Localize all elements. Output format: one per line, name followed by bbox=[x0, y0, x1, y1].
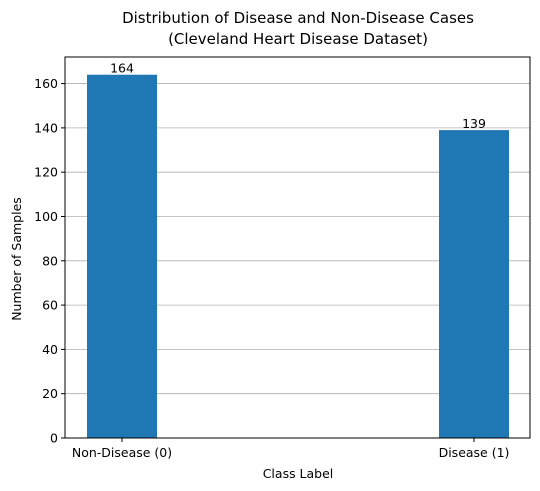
data-labels: 164 139 bbox=[110, 61, 486, 131]
data-label-0: 164 bbox=[110, 61, 134, 76]
y-tick-label: 60 bbox=[42, 298, 58, 313]
x-axis-ticks: Non-Disease (0) Disease (1) bbox=[72, 438, 510, 460]
chart-title-line-2: (Cleveland Heart Disease Dataset) bbox=[168, 30, 428, 48]
y-axis-label: Number of Samples bbox=[9, 197, 24, 321]
x-tick-label: Disease (1) bbox=[439, 445, 510, 460]
x-axis-label: Class Label bbox=[263, 466, 334, 481]
y-tick-label: 120 bbox=[34, 165, 58, 180]
y-tick-label: 160 bbox=[34, 76, 58, 91]
bars bbox=[87, 74, 509, 439]
y-tick-label: 20 bbox=[42, 386, 58, 401]
y-tick-label: 140 bbox=[34, 120, 58, 135]
y-tick-label: 40 bbox=[42, 342, 58, 357]
bar-1 bbox=[439, 130, 509, 439]
y-tick-label: 100 bbox=[34, 209, 58, 224]
y-tick-label: 80 bbox=[42, 253, 58, 268]
y-tick-label: 0 bbox=[50, 431, 58, 446]
chart-title-line-1: Distribution of Disease and Non-Disease … bbox=[122, 9, 474, 27]
x-tick-label: Non-Disease (0) bbox=[72, 445, 172, 460]
bar-0 bbox=[87, 74, 157, 438]
data-label-1: 139 bbox=[462, 116, 486, 131]
y-axis-ticks: 0 20 40 60 80 100 120 140 160 bbox=[34, 76, 65, 446]
plot-frame bbox=[64, 56, 531, 439]
